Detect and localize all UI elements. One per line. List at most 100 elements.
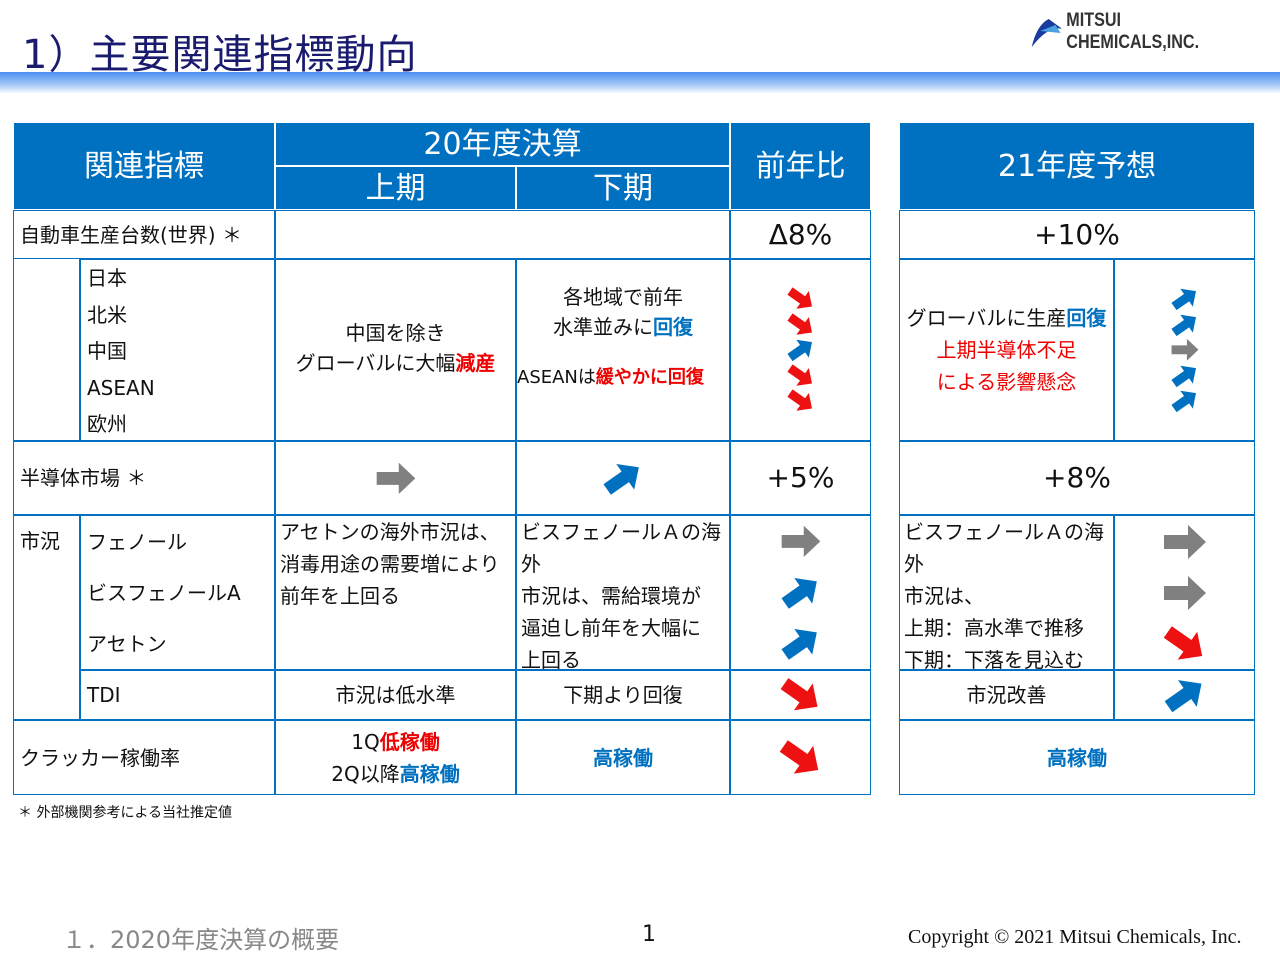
- market-h2-line4: 上回る: [521, 648, 581, 672]
- auto-indent: [13, 259, 80, 441]
- logo-mark-icon: [1031, 19, 1062, 47]
- auto-label: 自動車生産台数(世界) ＊: [13, 210, 275, 259]
- tdi-fy21: 市況改善: [899, 670, 1114, 720]
- footnote: ＊ 外部機関参考による当社推定値: [18, 805, 233, 821]
- arrow-up-icon: [786, 339, 812, 362]
- section-label: １．2020年度決算の概要: [62, 926, 340, 954]
- cracker-h1: 1Q低稼働 2Q以降高稼働: [275, 720, 516, 795]
- auto-yoy: Δ8%: [730, 210, 871, 259]
- semi-fy21: +8%: [899, 441, 1255, 515]
- copyright: Copyright © 2021 Mitsui Chemicals, Inc.: [908, 926, 1242, 948]
- market-fy21-line2: 市況は、: [904, 584, 984, 608]
- market-fy21-line1: ビスフェノールＡの海外: [904, 520, 1104, 576]
- auto-h1-line1: 中国を除き: [345, 321, 446, 345]
- cracker-yoy-arrow: [730, 720, 871, 795]
- arrow-down-icon: [1163, 625, 1202, 660]
- market-yoy-arrows: [730, 515, 871, 670]
- auto-fy21-line3: による影響懸念: [936, 370, 1077, 394]
- cracker-h1-low: 低稼働: [379, 729, 440, 754]
- logo-text: MITSUI CHEMICALS,INC.: [1066, 10, 1200, 53]
- arrow-flat-icon: [1163, 575, 1206, 610]
- auto-h2-line1: 各地域で前年: [563, 285, 683, 309]
- arrow-down-icon: [786, 389, 812, 412]
- market-h2: ビスフェノールＡの海外 市況は、需給環境が 逼迫し前年を大幅に 上回る: [516, 515, 730, 672]
- cracker-h1-q2: 2Q以降: [331, 761, 400, 786]
- market-fy21-line4: 下期：下落を見込む: [904, 648, 1084, 672]
- market-items: フェノール ビスフェノールA アセトン: [80, 515, 275, 670]
- company-logo: MITSUI CHEMICALS,INC.: [1030, 10, 1243, 54]
- market-fy21-arrows: [1114, 515, 1255, 670]
- auto-fy21-line2: 上期半導体不足: [936, 338, 1077, 362]
- region-china: 中国: [87, 339, 127, 363]
- cracker-label: クラッカー稼働率: [13, 720, 275, 795]
- header-indicator: 関連指標: [13, 122, 275, 210]
- market-h2-line1: ビスフェノールＡの海外: [521, 520, 721, 576]
- arrow-flat-icon: [376, 462, 415, 494]
- cracker-h2: 高稼働: [516, 720, 730, 795]
- auto-h2: 各地域で前年 水準並みに回復 ASEANは緩やかに回復: [516, 259, 730, 441]
- tdi-yoy-arrow: [730, 670, 871, 720]
- market-fy21-text: ビスフェノールＡの海外 市況は、 上期：高水準で推移 下期：下落を見込む: [899, 515, 1114, 672]
- region-asean: ASEAN: [87, 375, 155, 400]
- cracker-fy21: 高稼働: [899, 720, 1255, 795]
- market-label: 市況: [13, 515, 80, 720]
- auto-fy21: +10%: [899, 210, 1255, 259]
- page-number: 1: [642, 922, 656, 947]
- region-japan: 日本: [87, 266, 127, 290]
- auto-h2-line2: 水準並みに: [553, 315, 653, 339]
- auto-blank: [275, 210, 730, 259]
- arrow-down-icon: [786, 287, 812, 309]
- auto-fy21-line1: グローバルに生産: [906, 306, 1067, 330]
- cracker-h1-q1: 1Q: [351, 729, 380, 754]
- auto-fy21-arrows: [1114, 259, 1255, 441]
- market-h2-line3: 逼迫し前年を大幅に: [521, 616, 701, 640]
- semi-h2-arrow: [516, 441, 730, 515]
- arrow-up-icon: [1170, 391, 1196, 413]
- auto-yoy-arrows: [730, 259, 871, 441]
- tdi-h1: 市況は低水準: [275, 670, 516, 720]
- semi-h1-arrow: [275, 441, 516, 515]
- arrow-up-icon: [1170, 314, 1196, 336]
- arrow-down-icon: [786, 364, 812, 386]
- title-band: [0, 72, 1280, 94]
- cracker-h1-high: 高稼働: [399, 761, 460, 786]
- tdi-fy21-arrow: [1114, 670, 1255, 720]
- auto-h2-highlight: 回復: [653, 315, 693, 339]
- market-h1-line2: 消毒用途の需要増により: [280, 552, 500, 576]
- arrow-up-icon: [1170, 365, 1196, 387]
- header-h2: 下期: [516, 166, 730, 210]
- market-h2-line2: 市況は、需給環境が: [521, 584, 701, 608]
- arrow-up-icon: [780, 578, 817, 609]
- page-title: 1）主要関連指標動向: [22, 32, 418, 78]
- auto-h2-asean-highlight: 緩やかに回復: [595, 367, 704, 388]
- arrow-down-icon: [779, 739, 818, 774]
- market-h1-line3: 前年を上回る: [280, 584, 400, 608]
- arrow-up-icon: [1164, 679, 1202, 713]
- tdi-h2: 下期より回復: [516, 670, 730, 720]
- market-acetone: アセトン: [87, 631, 167, 656]
- header-fy20: 20年度決算: [275, 122, 730, 166]
- arrow-down-icon: [786, 313, 812, 335]
- semi-yoy: +5%: [730, 441, 871, 515]
- auto-h1-line2: グローバルに大幅: [295, 351, 456, 375]
- market-h1-line1: アセトンの海外市況は、: [280, 520, 500, 544]
- header-fy21: 21年度予想: [899, 122, 1255, 210]
- region-list: 日本 北米 中国 ASEAN 欧州: [80, 259, 275, 441]
- market-fy21-line3: 上期：高水準で推移: [904, 616, 1084, 640]
- arrow-flat-icon: [1163, 524, 1206, 559]
- arrow-up-icon: [603, 463, 639, 495]
- auto-h1-highlight: 減産: [455, 351, 496, 375]
- header-h1: 上期: [275, 166, 516, 210]
- region-europe: 欧州: [87, 412, 127, 436]
- semi-label: 半導体市場 ＊: [13, 441, 275, 515]
- auto-fy21-text: グローバルに生産回復 上期半導体不足 による影響懸念: [899, 259, 1114, 441]
- market-h1: アセトンの海外市況は、 消毒用途の需要増により 前年を上回る: [275, 515, 516, 670]
- auto-h1: 中国を除き グローバルに大幅減産: [275, 259, 516, 441]
- region-north-america: 北米: [87, 302, 127, 327]
- auto-fy21-highlight: 回復: [1066, 306, 1107, 330]
- arrow-up-icon: [780, 629, 817, 660]
- arrow-flat-icon: [781, 525, 820, 558]
- header-yoy: 前年比: [730, 122, 871, 210]
- market-phenol: フェノール: [87, 529, 187, 554]
- tdi-label: TDI: [80, 670, 275, 720]
